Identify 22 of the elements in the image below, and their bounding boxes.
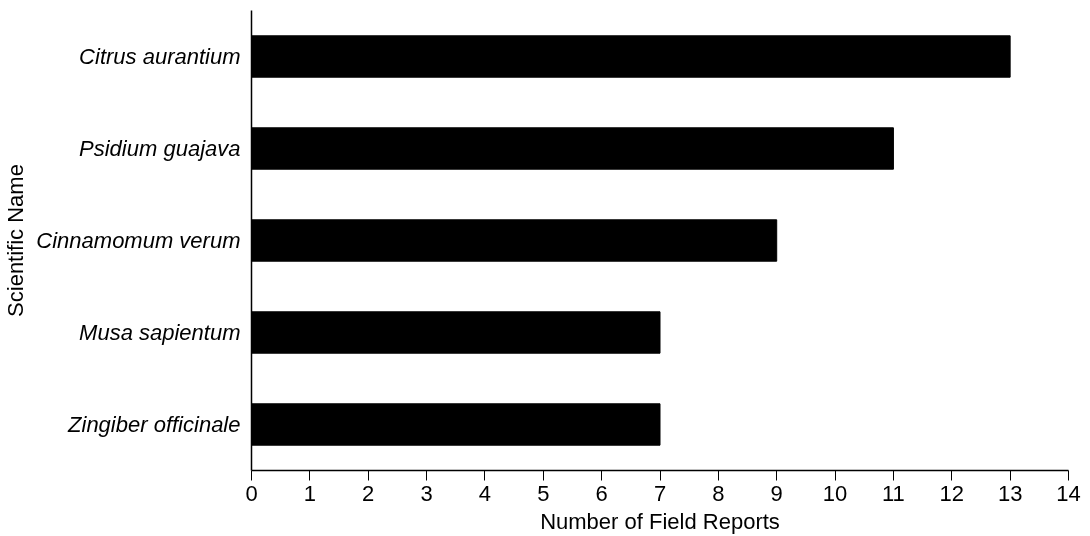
x-tick-label: 10 — [822, 480, 848, 506]
x-tick-label: 1 — [303, 480, 316, 506]
y-tick-label: Zingiber officinale — [67, 412, 241, 437]
x-tick-label: 11 — [882, 480, 905, 506]
y-axis-title: Scientific Name — [3, 164, 29, 317]
x-tick-label: 2 — [362, 480, 375, 506]
x-tick-label: 3 — [420, 480, 433, 506]
x-tick-label: 5 — [537, 480, 550, 506]
x-axis-title: Number of Field Reports — [540, 508, 780, 534]
y-tick-label: Musa sapientum — [79, 320, 241, 345]
x-tick-label: 8 — [712, 480, 725, 506]
x-tick-label: 12 — [939, 480, 965, 506]
x-tick-label: 7 — [653, 480, 667, 506]
x-tick-label: 4 — [478, 480, 492, 506]
y-tick-label: Citrus aurantium — [79, 44, 241, 69]
x-tick-label: 9 — [770, 480, 783, 506]
x-tick-label: 0 — [245, 480, 258, 506]
x-tick-label: 13 — [997, 480, 1023, 506]
y-tick-label: Cinnamomum verum — [36, 228, 241, 253]
x-tick-label: 6 — [595, 480, 608, 506]
y-tick-label: Psidium guajava — [79, 136, 241, 161]
x-tick-label: 14 — [1056, 480, 1081, 506]
